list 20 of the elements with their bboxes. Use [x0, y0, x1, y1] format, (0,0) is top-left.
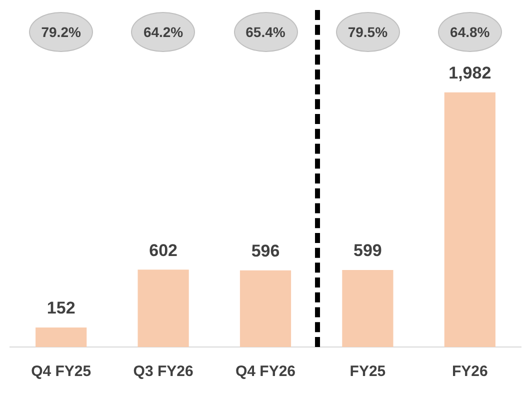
data-label: 599 [354, 241, 382, 260]
oval-badge: 64.8% [438, 12, 502, 52]
x-tick-label: Q3 FY26 [133, 363, 194, 380]
bar [240, 270, 292, 347]
oval-badge: 65.4% [234, 12, 298, 52]
x-tick-label: Q4 FY26 [235, 363, 296, 380]
x-tick-label: Q4 FY25 [31, 363, 92, 380]
data-label: 602 [149, 240, 178, 260]
oval-badge: 79.2% [29, 12, 94, 52]
bar [342, 270, 394, 347]
bar [444, 92, 496, 347]
x-tick-label: FY26 [452, 363, 488, 380]
data-label: 596 [251, 242, 280, 261]
x-tick-label: FY25 [350, 363, 386, 380]
oval-badge: 64.2% [131, 12, 196, 52]
bar [138, 270, 189, 347]
data-label: 1,982 [448, 64, 492, 82]
bar [36, 327, 87, 347]
oval-badge: 79.5% [336, 12, 400, 52]
data-label: 152 [46, 298, 76, 318]
